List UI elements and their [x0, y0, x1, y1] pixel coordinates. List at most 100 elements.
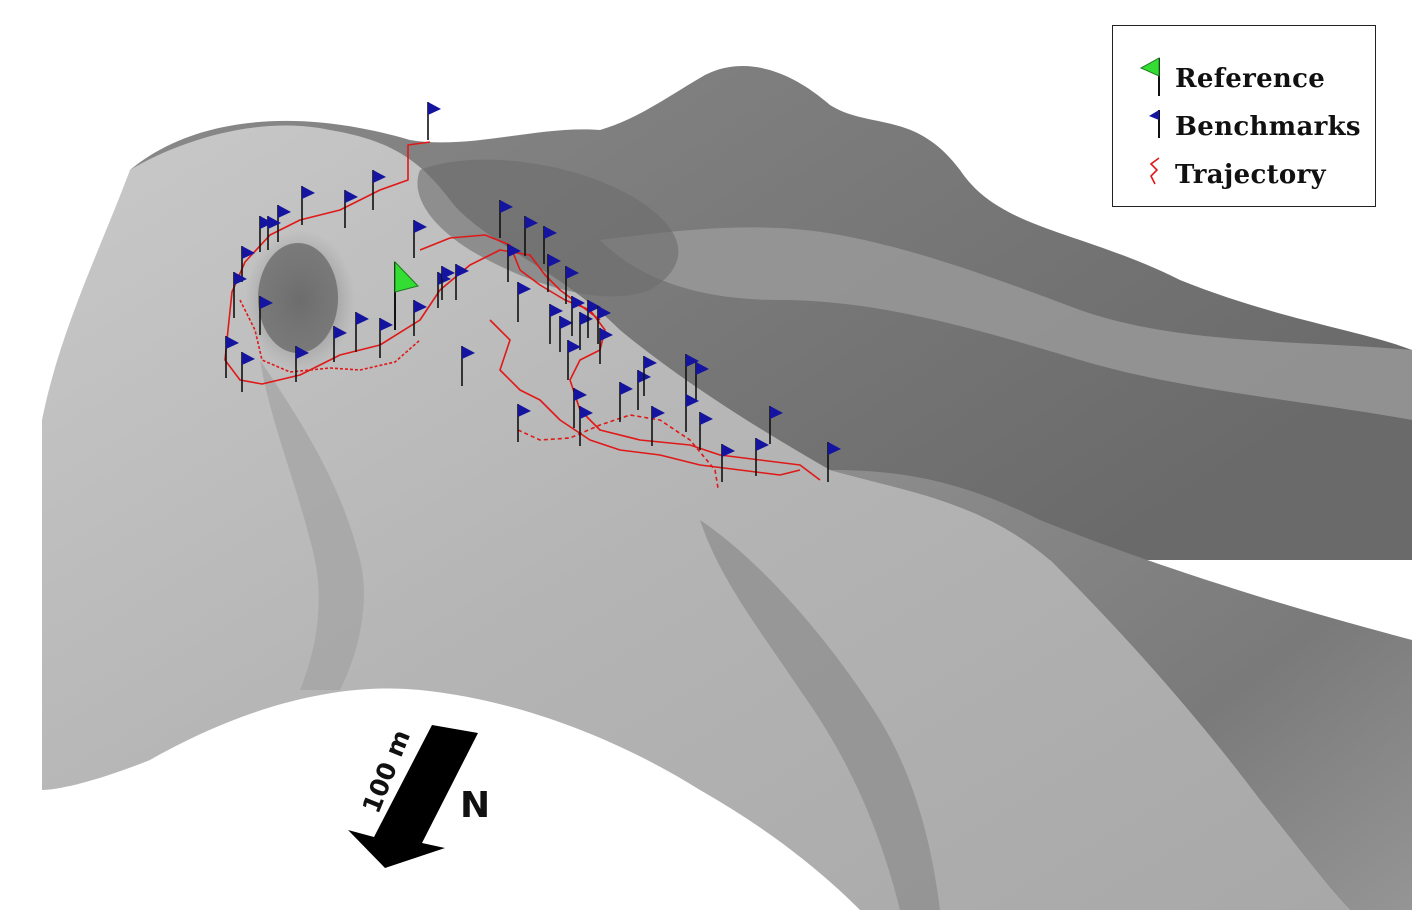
benchmark-flag-cloth [356, 312, 369, 325]
benchmark-flag-cloth [334, 326, 347, 339]
terrain-valley-shadow [417, 159, 679, 297]
benchmark-flag-cloth [442, 266, 455, 279]
trajectory-line-icon [1149, 157, 1160, 185]
terrain-ridge-crest [600, 227, 1412, 420]
trajectory-path-1 [224, 141, 601, 385]
benchmark-flag-cloth [550, 304, 563, 317]
benchmark-flag [619, 382, 633, 422]
benchmark-flag-icon [1149, 110, 1160, 138]
benchmark-flag-cloth [588, 300, 601, 313]
benchmark-flag [699, 412, 713, 450]
benchmark-flag [372, 170, 386, 210]
reference-flag-cloth [394, 260, 419, 293]
benchmark-flag-cloth [696, 362, 709, 375]
benchmark-flag [333, 326, 347, 362]
benchmark-flag [355, 312, 369, 352]
benchmark-flag [461, 346, 475, 386]
benchmark-flag-cloth [574, 388, 587, 401]
benchmark-flag-cloth [560, 316, 573, 329]
benchmark-flag-cloth [568, 340, 581, 353]
benchmark-flag-cloth [580, 406, 593, 419]
benchmark-flag-cloth [462, 346, 475, 359]
benchmark-flag-cloth [828, 442, 841, 455]
benchmark-flag [259, 296, 273, 335]
benchmark-flag [547, 254, 561, 292]
benchmark-flag [695, 362, 709, 402]
reference-flag [394, 260, 419, 330]
trajectory-path-4 [517, 414, 719, 489]
benchmark-flag-cloth [428, 102, 441, 115]
benchmark-flag-cloth [234, 272, 247, 285]
north-arrow-label: N [460, 785, 490, 826]
benchmark-flag [685, 394, 699, 432]
benchmark-flag [295, 346, 309, 382]
benchmark-flag-cloth [414, 300, 427, 313]
terrain-front-slope [42, 125, 1350, 910]
legend-item-trajectory: Trajectory [1113, 154, 1375, 194]
benchmark-flag-cloth [598, 306, 611, 319]
benchmark-flag-cloth [456, 264, 469, 277]
benchmark-flag-cloth [644, 356, 657, 369]
benchmark-flag [721, 444, 735, 482]
benchmark-flag [524, 216, 538, 256]
benchmark-flag [517, 282, 531, 322]
terrain-gully [700, 520, 940, 910]
crater-inner [258, 243, 338, 353]
benchmark-flag [549, 304, 563, 344]
benchmark-flag [517, 404, 531, 442]
benchmark-flag [455, 264, 469, 300]
benchmark-flag [413, 220, 427, 258]
benchmark-flag [233, 272, 247, 318]
benchmark-flag [571, 296, 585, 336]
benchmark-flag-cloth [518, 404, 531, 417]
benchmark-flag-cloth [500, 200, 513, 213]
benchmark-flag-cloth [572, 296, 585, 309]
legend-label-trajectory: Trajectory [1175, 160, 1326, 190]
benchmark-flag-cloth [380, 318, 393, 331]
legend-item-benchmarks: Benchmarks [1113, 106, 1375, 146]
benchmark-flag-cloth [296, 346, 309, 359]
benchmark-flag-cloth [722, 444, 735, 457]
benchmark-flag [651, 406, 665, 446]
benchmark-flag [769, 406, 783, 444]
benchmark-flag-cloth [600, 328, 613, 341]
benchmark-flag [587, 300, 601, 338]
legend: Reference Benchmarks Trajectory [1112, 25, 1376, 207]
benchmark-flag [685, 354, 699, 394]
benchmark-flag [579, 312, 593, 350]
benchmark-flag [559, 316, 573, 352]
benchmark-flag-cloth [278, 205, 291, 218]
benchmark-flag [241, 352, 255, 392]
benchmark-flag [643, 356, 657, 396]
terrain-gully-2 [260, 360, 364, 690]
trajectory-path-3 [489, 319, 801, 476]
benchmark-flag-cloth [756, 438, 769, 451]
benchmark-flag [441, 266, 455, 300]
benchmark-flag-cloth [226, 336, 239, 349]
benchmark-flag-cloth [580, 312, 593, 325]
legend-label-benchmarks: Benchmarks [1175, 112, 1361, 142]
benchmark-flag [597, 306, 611, 344]
benchmark-flag [427, 102, 441, 140]
benchmark-flag [567, 340, 581, 380]
benchmark-flag-cloth [686, 394, 699, 407]
legend-item-reference: Reference [1113, 57, 1375, 98]
benchmark-flag [755, 438, 769, 476]
benchmark-flag [827, 442, 841, 482]
benchmark-flag-cloth [620, 382, 633, 395]
benchmark-flag-cloth [345, 190, 358, 203]
benchmark-flag-cloth [686, 354, 699, 367]
terrain-right-flank [830, 470, 1412, 910]
benchmark-flags [225, 102, 841, 482]
benchmark-flag-cloth [260, 296, 273, 309]
benchmark-flag-cloth [268, 216, 281, 229]
benchmark-flag [499, 200, 513, 238]
benchmark-flag [225, 336, 239, 378]
benchmark-flag [573, 388, 587, 428]
benchmark-flag-cloth [770, 406, 783, 419]
benchmark-flag-cloth [544, 226, 557, 239]
benchmark-flag [579, 406, 593, 446]
legend-label-reference: Reference [1175, 64, 1326, 94]
benchmark-flag-cloth [518, 282, 531, 295]
